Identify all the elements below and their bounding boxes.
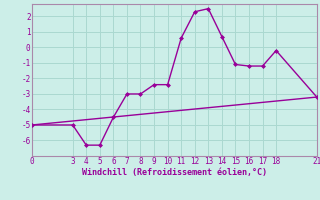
X-axis label: Windchill (Refroidissement éolien,°C): Windchill (Refroidissement éolien,°C) [82,168,267,177]
